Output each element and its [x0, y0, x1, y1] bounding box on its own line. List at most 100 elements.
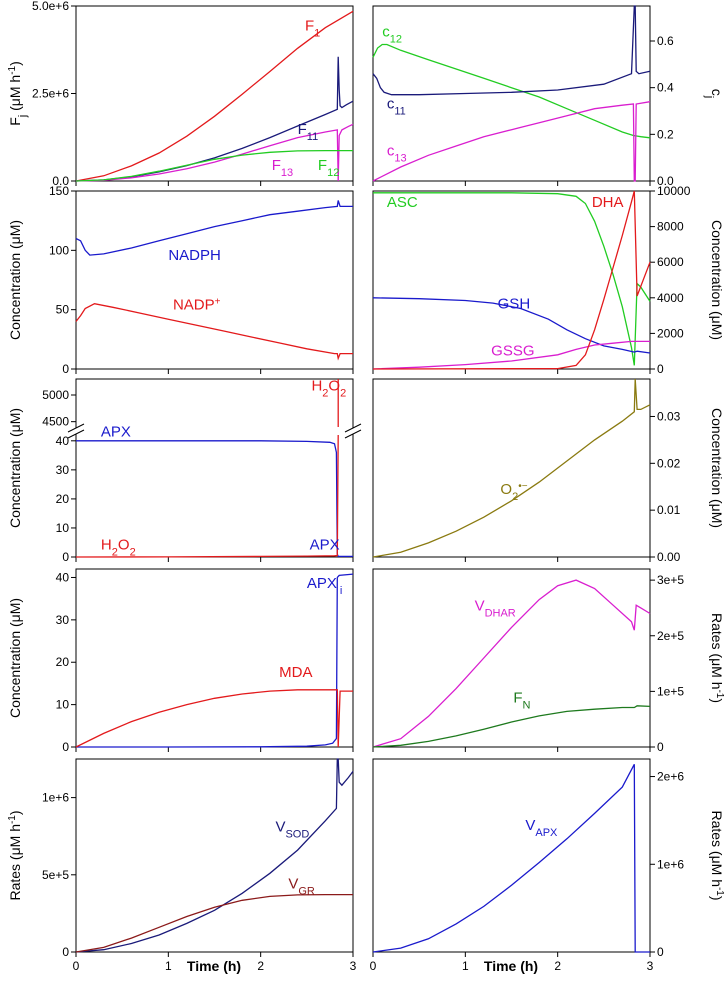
y-axis-title-part: F: [7, 117, 23, 126]
y-axis-title: Concentration (μM): [7, 408, 23, 528]
y-tick-label: 5000: [42, 388, 69, 402]
plot-frame: [75, 190, 354, 370]
series-annotation: F11: [298, 121, 319, 143]
y-tick-label: 2000: [657, 326, 684, 340]
series-annotation: VGR: [288, 876, 315, 898]
y-axis-title-group: cj: [703, 89, 725, 98]
y-tick-label: 0.4: [657, 81, 674, 95]
y-axis-title: Rates (μM h-1): [709, 613, 726, 703]
series-line-2: [372, 340, 650, 370]
series-annotation-part: H: [311, 378, 322, 395]
y-tick-label: 3e+5: [657, 573, 684, 587]
series-annotation-part: 2: [130, 547, 136, 559]
series-annotation: F12: [318, 157, 339, 179]
y-axis-title: cj: [703, 89, 725, 98]
x-tick-label: 1: [165, 959, 172, 973]
plot-frame: [372, 378, 651, 558]
series-annotation-part: c: [387, 142, 395, 159]
series-annotation-part: F: [513, 690, 522, 707]
panel-p6: 0.00 0.01 0.02 0.03 O2•− Concentration (μM): [372, 378, 725, 564]
series-annotation-part: 11: [394, 106, 405, 118]
y-axis-title-group: Concentration (μM): [709, 408, 725, 528]
axis-break-mark: [67, 423, 85, 433]
series-line-1: [372, 705, 651, 748]
series-annotation: MDA: [279, 664, 312, 681]
series-annotation-part: NADPH: [168, 247, 221, 264]
y-tick-label: 150: [49, 184, 69, 198]
series-annotation: GSH: [498, 295, 531, 312]
plot-frame: [75, 568, 354, 748]
series-annotation-part: N: [523, 700, 531, 712]
y-axis-title-part: j: [703, 95, 715, 98]
series-annotation-part: 12: [327, 167, 339, 179]
x-tick-label: 3: [647, 959, 654, 973]
y-axis-title-part: ): [7, 61, 23, 66]
y-tick-label: 2e+6: [657, 770, 684, 784]
series-annotation: H2O2: [311, 378, 346, 400]
y-axis-title-group: Concentration (μM): [7, 408, 23, 528]
y-axis-title: Rates (μM h-1): [7, 810, 24, 900]
y-tick-label: 0.00: [657, 550, 681, 564]
series-line-0: [75, 758, 354, 953]
plot-frame: [372, 5, 651, 182]
x-tick-label: 0: [370, 959, 377, 973]
y-axis-title-part: -1: [7, 815, 18, 824]
series-annotation-part: F: [298, 121, 307, 138]
plot-frame: [372, 568, 651, 748]
y-tick-label: 0.0: [52, 174, 69, 188]
panel-p8: 0 1e+5 2e+5 3e+5 VDHAR FN Rates (μM h-1): [372, 568, 726, 754]
series-annotation-part: V: [275, 819, 285, 836]
series-annotation-part: 2: [512, 491, 518, 503]
y-tick-label: 0: [62, 550, 69, 564]
series-annotation: GSSG: [491, 343, 534, 360]
panel-p4: 0 2000 4000 6000 8000 10000 ASC DHA GSH GSSG Conce…: [372, 184, 725, 376]
series-annotation-part: F: [318, 157, 327, 174]
series-annotation: VDHAR: [475, 598, 516, 620]
y-tick-label: 6000: [657, 255, 684, 269]
y-axis-title: Concentration (μM): [709, 408, 725, 528]
series-annotation: FN: [513, 690, 530, 712]
series-annotation: APX i: [307, 575, 343, 597]
series-annotation: APX: [310, 537, 340, 554]
series-line-2: [372, 101, 651, 182]
series-annotation-part: V: [288, 876, 298, 893]
series-line-0: [372, 378, 651, 558]
y-tick-label: 100: [49, 243, 69, 257]
series-annotation: VAPX: [525, 817, 558, 839]
y-axis-title-part: Concentration (μM): [7, 598, 23, 718]
series-annotation-part: 2: [322, 388, 328, 400]
series-annotation-part: 2: [340, 388, 346, 400]
y-tick-label: 5.0e+6: [32, 0, 69, 13]
y-tick-label: 1e+6: [657, 857, 684, 871]
y-axis-title-part: ): [709, 698, 725, 703]
series-annotation: F13: [272, 157, 293, 179]
series-annotation: F1: [305, 18, 320, 40]
y-axis-title: Fj (μM h-1): [7, 61, 30, 126]
series-annotation-part: APX: [310, 537, 340, 554]
series-line-0: [75, 200, 353, 256]
y-axis-title-group: Rates (μM h-1): [7, 810, 24, 900]
y-tick-label: 0: [657, 362, 664, 376]
x-tick-label: 3: [350, 959, 357, 973]
series-annotation: ASC: [387, 194, 418, 211]
series-annotation: DHA: [592, 194, 624, 211]
series-annotation: NADP+: [173, 296, 221, 314]
series-annotation-part: GSH: [498, 295, 531, 312]
series-annotation-part: +: [215, 296, 221, 307]
y-tick-label: 8000: [657, 220, 684, 234]
y-tick-label: 40: [56, 570, 70, 584]
y-tick-label: 20: [56, 655, 70, 669]
y-tick-label: 2.5e+6: [32, 87, 69, 101]
y-axis-title-group: Concentration (μM): [7, 220, 23, 340]
series-line-3: [372, 190, 651, 370]
series-line-0: [372, 43, 651, 139]
series-annotation-part: 11: [307, 131, 318, 143]
y-axis-title-part: ): [709, 896, 725, 901]
series-annotation-part: F: [305, 18, 314, 35]
y-tick-label: 1e+5: [657, 684, 684, 698]
x-tick-label: 1: [462, 959, 469, 973]
